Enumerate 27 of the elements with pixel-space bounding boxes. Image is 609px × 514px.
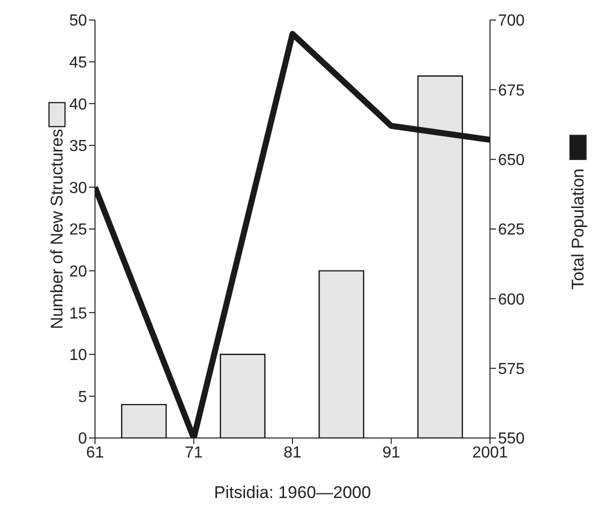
y-tick-label: 25 (69, 222, 88, 239)
y-tick-label: 0 (78, 430, 88, 448)
bar (220, 354, 266, 438)
y2-tick-label: 575 (498, 361, 525, 378)
y-tick-label: 30 (69, 180, 88, 197)
y2-tick-label: 650 (498, 152, 525, 170)
y-tick-label: 5 (78, 388, 88, 406)
y-tick-label: 10 (69, 347, 88, 364)
y-tick-label: 20 (69, 263, 88, 280)
y-tick-label: 45 (69, 54, 88, 72)
y-tick-label: 15 (69, 305, 88, 322)
x-tick-label: 71 (184, 444, 203, 462)
y-axis-title: Number of New Structures (48, 128, 66, 330)
y-tick-label: 50 (69, 12, 88, 30)
bar (318, 270, 364, 438)
bar (121, 404, 167, 438)
y2-axis-title: Total Population (568, 168, 588, 290)
y-tick-label: 40 (69, 96, 88, 114)
y2-tick-label: 600 (498, 291, 525, 308)
x-tick-label: 81 (284, 444, 302, 462)
x-axis-title: Pitsidia: 1960—2000 (214, 483, 371, 502)
y2-tick-label: 625 (498, 222, 525, 239)
x-tick-label: 91 (382, 444, 400, 462)
y-tick-label: 35 (69, 138, 88, 156)
y2-tick-label: 675 (498, 82, 525, 100)
y2-tick-label: 700 (498, 12, 525, 30)
x-tick-label: 61 (86, 444, 104, 462)
